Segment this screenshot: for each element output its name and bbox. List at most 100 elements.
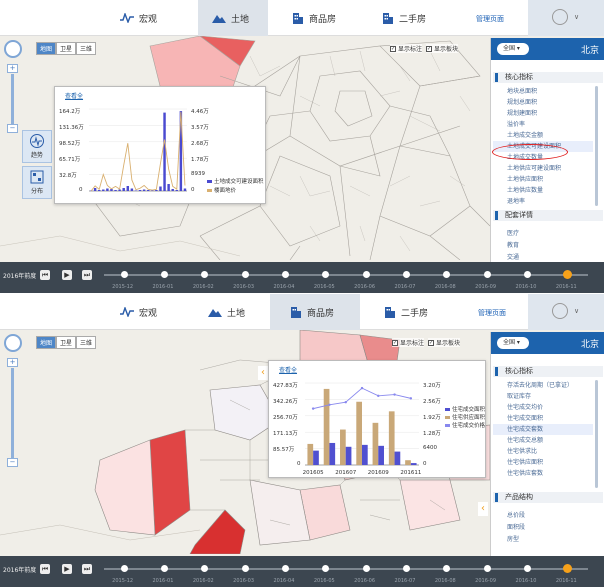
- user-menu[interactable]: ∨: [528, 0, 604, 36]
- product-item[interactable]: 总价段: [507, 512, 526, 519]
- indicator-item[interactable]: 住宅供应面积: [507, 459, 544, 466]
- map-type-map[interactable]: 地图: [36, 42, 57, 55]
- timeline-tick[interactable]: [524, 271, 531, 278]
- map-type-satellite[interactable]: 卫星: [56, 42, 77, 55]
- indicator-item[interactable]: 存活去化周期（已拿证）: [507, 382, 574, 389]
- product-item[interactable]: 面积段: [507, 524, 526, 531]
- config-item[interactable]: 教育: [507, 242, 520, 249]
- city-select[interactable]: 全国 ▾: [497, 43, 529, 55]
- map-type-satellite[interactable]: 卫星: [56, 336, 77, 349]
- tab-secondhand[interactable]: 二手房: [382, 0, 442, 36]
- user-menu[interactable]: ∨: [528, 294, 604, 330]
- trend-button[interactable]: 趋势: [22, 130, 52, 163]
- indicator-item[interactable]: 住宅供应套数: [507, 470, 544, 477]
- indicator-item[interactable]: 住宅成交均价: [507, 404, 544, 411]
- product-item[interactable]: 房型: [507, 536, 520, 543]
- timeline-tick[interactable]: [282, 271, 289, 278]
- zoom-out-button[interactable]: −: [7, 124, 18, 133]
- timeline-tick[interactable]: [161, 271, 168, 278]
- tab-macro[interactable]: 宏观: [120, 294, 170, 330]
- show-labels-toggle[interactable]: ✓ 显示标注: [390, 44, 423, 53]
- zoom-out-button[interactable]: −: [7, 458, 18, 467]
- indicator-item[interactable]: 规划总面积: [507, 99, 538, 106]
- timeline-tick[interactable]: [563, 270, 573, 279]
- timeline-tick[interactable]: [483, 565, 491, 572]
- city-select[interactable]: 全国 ▾: [497, 337, 529, 349]
- config-item[interactable]: 医疗: [507, 230, 520, 237]
- timeline-tick[interactable]: [563, 564, 573, 573]
- collapse-right-icon[interactable]: ‹: [478, 502, 488, 516]
- indicator-item[interactable]: 住宅成交套数: [493, 424, 593, 435]
- indicator-item[interactable]: 住宅供求比: [507, 448, 538, 455]
- timeline-tick-label: 2016-09: [475, 284, 497, 290]
- config-item[interactable]: 交通: [507, 254, 520, 261]
- indicator-item[interactable]: 土地供应数量: [507, 187, 544, 194]
- bar: [179, 111, 183, 191]
- bar: [313, 450, 319, 465]
- collapse-left-icon[interactable]: ‹: [258, 366, 268, 380]
- zoom-in-button[interactable]: +: [7, 64, 18, 73]
- zoom-slider[interactable]: [11, 368, 14, 458]
- indicator-item[interactable]: 溢价率: [507, 121, 526, 128]
- pan-control[interactable]: [4, 334, 22, 352]
- tab-secondhand[interactable]: 二手房: [384, 294, 444, 330]
- show-blocks-toggle[interactable]: ✓ 显示板块: [426, 44, 459, 53]
- timeline-tick[interactable]: [322, 271, 330, 278]
- play-button[interactable]: ▶: [62, 270, 72, 280]
- map-type-3d[interactable]: 三维: [76, 336, 97, 349]
- tab-newhouse[interactable]: 商品房: [292, 0, 352, 36]
- legend-label: 住宅供应面积: [452, 415, 486, 421]
- indicator-item[interactable]: 规划建面积: [507, 110, 538, 117]
- timeline-tick[interactable]: [241, 271, 249, 278]
- timeline-tick[interactable]: [241, 565, 249, 572]
- timeline-tick[interactable]: [322, 565, 330, 572]
- prev-button[interactable]: ⏮: [40, 270, 50, 280]
- manage-link[interactable]: 管理页面: [476, 15, 504, 23]
- indicator-item[interactable]: 土地供应可建设面积: [507, 165, 562, 172]
- timeline-tick[interactable]: [201, 271, 209, 278]
- indicator-item[interactable]: 土地供应面积: [507, 176, 544, 183]
- scrollbar[interactable]: [595, 380, 598, 488]
- indicator-item[interactable]: 退地率: [507, 198, 526, 205]
- indicator-item[interactable]: 取证库存: [507, 393, 532, 400]
- timeline-tick[interactable]: [403, 565, 410, 572]
- show-blocks-toggle[interactable]: ✓ 显示板块: [428, 338, 461, 347]
- tab-land[interactable]: 土地: [208, 294, 268, 330]
- indicator-item[interactable]: 土地成交金额: [507, 132, 544, 139]
- timeline-tick[interactable]: [524, 565, 531, 572]
- manage-link[interactable]: 管理页面: [478, 309, 506, 317]
- distribution-button[interactable]: 分布: [22, 166, 52, 199]
- map-type-3d[interactable]: 三维: [76, 42, 97, 55]
- zoom-in-button[interactable]: +: [7, 358, 18, 367]
- timeline-tick[interactable]: [201, 565, 209, 572]
- timeline-tick[interactable]: [120, 565, 128, 572]
- popup-view-all-link[interactable]: 查看全: [65, 93, 84, 100]
- indicator-item[interactable]: 住宅成交面积: [507, 415, 544, 422]
- next-button[interactable]: ⏭: [82, 564, 92, 574]
- show-labels-toggle[interactable]: ✓ 显示标注: [392, 338, 425, 347]
- timeline-tick[interactable]: [161, 565, 168, 572]
- play-button[interactable]: ▶: [62, 564, 72, 574]
- timeline-tick[interactable]: [120, 271, 128, 278]
- timeline-tick[interactable]: [403, 271, 410, 278]
- scrollbar[interactable]: [595, 86, 598, 206]
- prev-button[interactable]: ⏮: [40, 564, 50, 574]
- tab-land[interactable]: 土地: [198, 0, 268, 36]
- map-type-map[interactable]: 地图: [36, 336, 57, 349]
- timeline-tick[interactable]: [282, 565, 289, 572]
- zoom-slider[interactable]: [11, 74, 14, 124]
- timeline-tick[interactable]: [443, 271, 451, 278]
- pan-control[interactable]: [4, 40, 22, 58]
- timeline-tick[interactable]: [483, 271, 491, 278]
- next-button[interactable]: ⏭: [82, 270, 92, 280]
- popup-view-all-link[interactable]: 查看全: [279, 367, 298, 374]
- timeline-tick[interactable]: [362, 565, 370, 572]
- timeline-tick[interactable]: [362, 271, 370, 278]
- tab-macro[interactable]: 宏观: [120, 0, 170, 36]
- newhouse-chart: 201605 201607 201609 201611: [303, 382, 421, 476]
- indicator-item[interactable]: 地块总面积: [507, 88, 538, 95]
- y-tick: 65.71万: [59, 157, 81, 163]
- timeline-tick[interactable]: [443, 565, 451, 572]
- indicator-item[interactable]: 住宅成交总额: [507, 437, 544, 444]
- tab-newhouse[interactable]: 商品房: [270, 294, 360, 330]
